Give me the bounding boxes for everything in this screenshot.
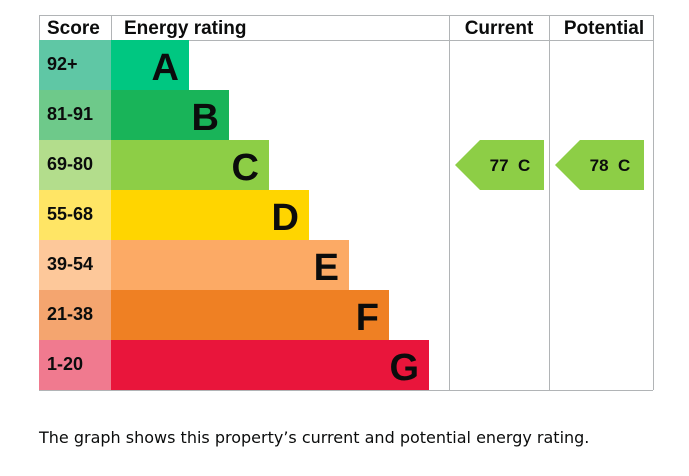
band-c: 69-80 C bbox=[39, 140, 269, 190]
rating-letter: B bbox=[192, 97, 219, 139]
chart-headers: Score Energy rating Current Potential bbox=[47, 18, 644, 39]
rating-bar bbox=[111, 140, 269, 190]
rating-letter: C bbox=[232, 147, 259, 189]
score-cell bbox=[39, 190, 111, 240]
current-rating-arrow-label: 77 C bbox=[490, 156, 531, 175]
rating-bands: 92+ A 81-91 B 69-80 C 55-68 D 39-54 E 21-38 F 1-20 G bbox=[39, 40, 429, 390]
potential-rating-arrow-label: 78 C bbox=[590, 156, 631, 175]
potential-header: Potential bbox=[564, 18, 644, 39]
score-cell bbox=[39, 240, 111, 290]
score-range-label: 55-68 bbox=[47, 204, 93, 224]
current-rating-arrow: 77 C bbox=[455, 140, 544, 190]
score-range-label: 39-54 bbox=[47, 254, 93, 274]
band-d: 55-68 D bbox=[39, 190, 309, 240]
rating-bar bbox=[111, 90, 229, 140]
score-range-label: 1-20 bbox=[47, 354, 83, 374]
potential-rating-arrow-shape bbox=[555, 140, 644, 190]
band-e: 39-54 E bbox=[39, 240, 349, 290]
rating-arrows: 77 C 78 C bbox=[455, 140, 644, 190]
current-header: Current bbox=[465, 18, 534, 39]
rating-bar bbox=[111, 40, 189, 90]
band-b: 81-91 B bbox=[39, 90, 229, 140]
score-cell bbox=[39, 90, 111, 140]
score-cell bbox=[39, 40, 111, 90]
rating-letter: G bbox=[389, 347, 419, 389]
rating-bar bbox=[111, 290, 389, 340]
band-g: 1-20 G bbox=[39, 340, 429, 390]
score-cell bbox=[39, 140, 111, 190]
score-range-label: 69-80 bbox=[47, 154, 93, 174]
score-header: Score bbox=[47, 18, 100, 39]
score-range-label: 81-91 bbox=[47, 104, 93, 124]
energy-rating-header: Energy rating bbox=[124, 18, 246, 39]
rating-letter: F bbox=[356, 297, 379, 339]
chart-caption: The graph shows this property’s current … bbox=[39, 428, 590, 447]
band-f: 21-38 F bbox=[39, 290, 389, 340]
rating-bar bbox=[111, 240, 349, 290]
potential-rating-arrow: 78 C bbox=[555, 140, 644, 190]
score-cell bbox=[39, 340, 111, 390]
rating-letter: E bbox=[314, 247, 339, 289]
energy-rating-chart: Score Energy rating Current Potential 92… bbox=[39, 15, 654, 391]
current-rating-arrow-shape bbox=[455, 140, 544, 190]
score-cell bbox=[39, 290, 111, 340]
score-range-label: 21-38 bbox=[47, 304, 93, 324]
rating-bar bbox=[111, 190, 309, 240]
band-a: 92+ A bbox=[39, 40, 189, 90]
rating-letter: A bbox=[152, 47, 179, 89]
rating-letter: D bbox=[272, 197, 299, 239]
rating-bar bbox=[111, 340, 429, 390]
score-range-label: 92+ bbox=[47, 54, 78, 74]
